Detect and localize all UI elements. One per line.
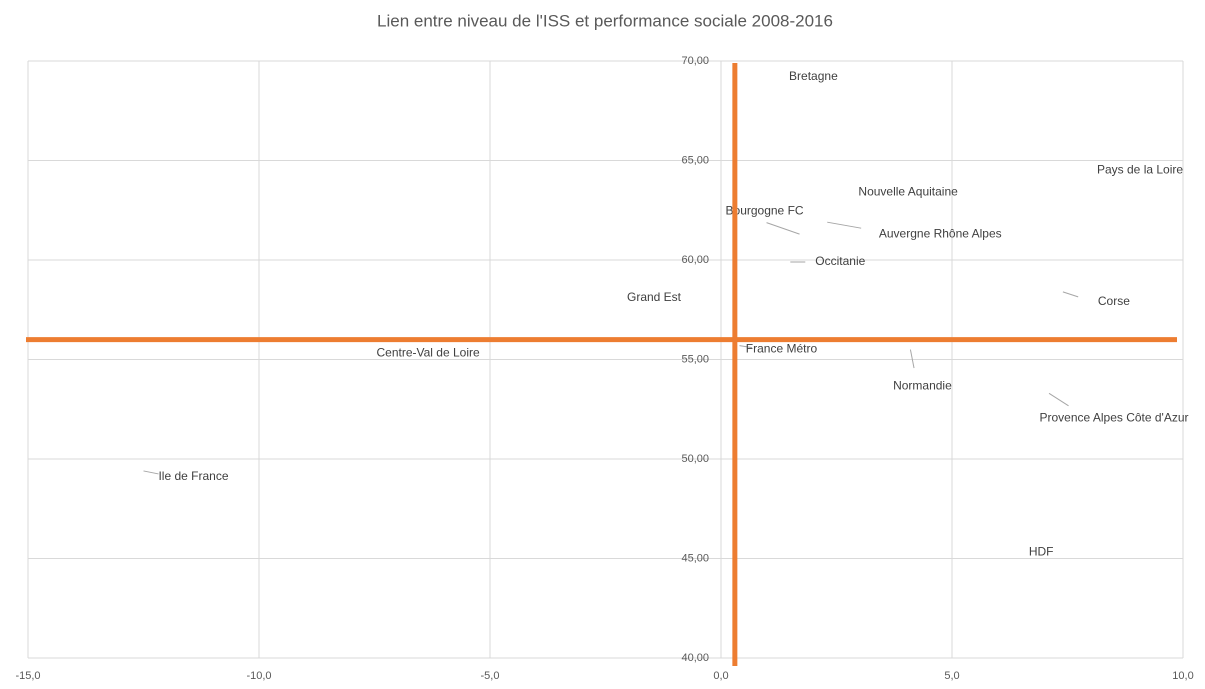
y-tick-label: 55,00 xyxy=(681,353,709,365)
x-tick-label: 0,0 xyxy=(713,670,728,682)
leader-line xyxy=(827,221,862,229)
x-tick-label: -10,0 xyxy=(246,670,271,682)
point-label: France Métro xyxy=(746,342,818,356)
point-label: Centre-Val de Loire xyxy=(377,346,480,360)
x-tick-label: -15,0 xyxy=(15,670,40,682)
point-label: Corse xyxy=(1098,294,1130,308)
point-label: Grand Est xyxy=(627,290,682,304)
y-tick-label: 45,00 xyxy=(681,552,709,564)
point-label: Nouvelle Aquitaine xyxy=(858,185,958,199)
point-label: Auvergne Rhône Alpes xyxy=(879,226,1002,240)
y-tick-label: 40,00 xyxy=(681,652,709,664)
point-label: Normandie xyxy=(893,379,952,393)
y-tick-label: 60,00 xyxy=(681,254,709,266)
chart-title: Lien entre niveau de l'ISS et performanc… xyxy=(377,11,833,30)
y-tick-label: 50,00 xyxy=(681,453,709,465)
point-label: Occitanie xyxy=(815,254,865,268)
point-label: Provence Alpes Côte d'Azur xyxy=(1039,411,1188,425)
leader-line xyxy=(909,349,915,369)
x-tick-label: 10,0 xyxy=(1172,670,1193,682)
leader-line xyxy=(143,470,159,475)
x-tick-label: 5,0 xyxy=(944,670,959,682)
leader-line xyxy=(766,222,800,235)
point-label: HDF xyxy=(1029,545,1054,559)
y-tick-label: 70,00 xyxy=(681,55,709,67)
leader-line xyxy=(1062,291,1079,298)
x-tick-label: -5,0 xyxy=(481,670,500,682)
leader-line xyxy=(739,345,753,349)
point-label: Ile de France xyxy=(158,469,228,483)
y-tick-label: 65,00 xyxy=(681,154,709,166)
point-label: Bourgogne FC xyxy=(726,203,804,217)
point-label: Bretagne xyxy=(789,69,838,83)
point-label: Pays de la Loire xyxy=(1097,163,1183,177)
leader-line xyxy=(1048,392,1069,407)
